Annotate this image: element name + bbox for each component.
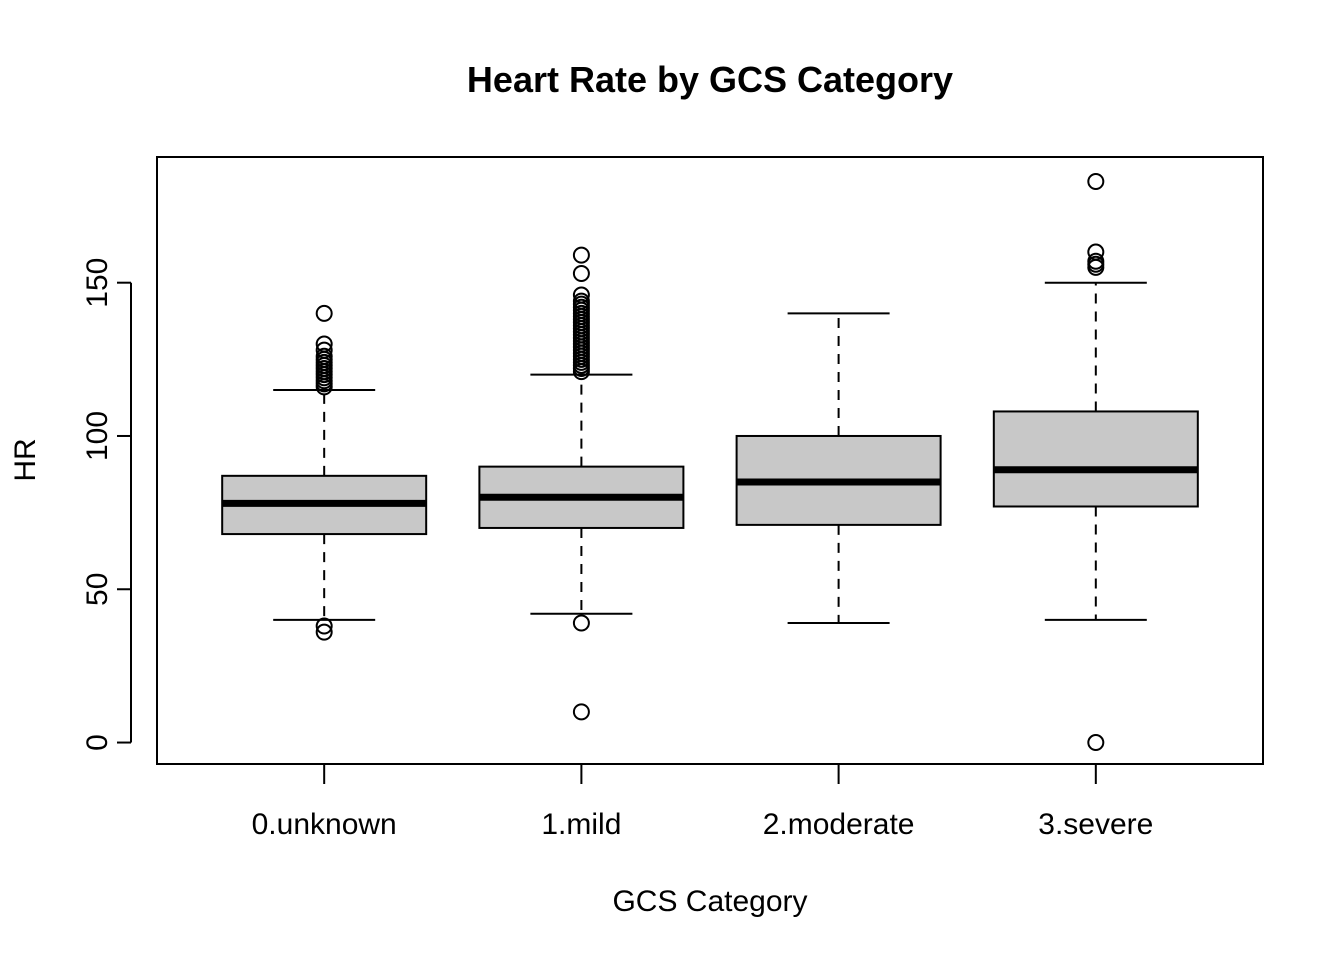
- outlier-point: [315, 623, 333, 641]
- chart-title: Heart Rate by GCS Category: [467, 59, 953, 100]
- box-1.mild: [478, 246, 685, 721]
- box-2.moderate: [735, 312, 942, 624]
- x-tick-label: 0.unknown: [252, 808, 397, 841]
- outlier-point: [315, 335, 333, 353]
- outlier-point: [1087, 173, 1105, 191]
- y-tick-label: 50: [81, 573, 114, 606]
- box-3.severe: [992, 173, 1199, 752]
- outlier-point: [572, 703, 590, 721]
- outlier-point: [572, 286, 590, 304]
- y-tick-label: 0: [81, 734, 114, 751]
- iqr-box: [992, 410, 1199, 508]
- box-series: [221, 173, 1199, 752]
- y-tick-label: 100: [81, 411, 114, 461]
- outlier-point: [315, 341, 333, 359]
- outlier-point: [572, 614, 590, 632]
- y-tick-label: 150: [81, 258, 114, 308]
- x-tick-label: 3.severe: [1038, 808, 1153, 841]
- y-axis: 0 50 100 150: [81, 258, 132, 751]
- outlier-point: [1087, 243, 1105, 261]
- box-0.unknown: [221, 304, 428, 641]
- outlier-point: [315, 617, 333, 635]
- outlier-point: [1087, 252, 1105, 270]
- x-axis: 0.unknown 1.mild 2.moderate 3.severe: [252, 763, 1153, 841]
- outlier-point: [315, 347, 333, 365]
- x-tick-label: 1.mild: [541, 808, 621, 841]
- outlier-point: [572, 264, 590, 282]
- x-tick-label: 2.moderate: [763, 808, 915, 841]
- outlier-point: [572, 292, 590, 310]
- y-axis-label: HR: [9, 438, 42, 481]
- outlier-point: [572, 246, 590, 264]
- x-axis-label: GCS Category: [612, 885, 807, 918]
- outlier-point: [1087, 734, 1105, 752]
- outlier-point: [315, 304, 333, 322]
